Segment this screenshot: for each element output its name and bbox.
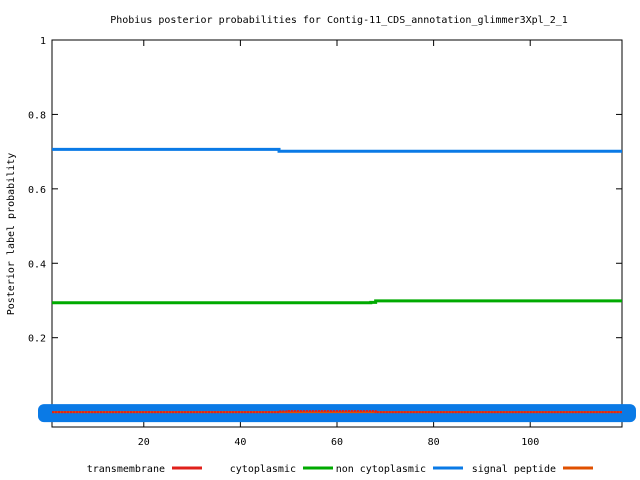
legend-label: cytoplasmic <box>230 464 296 475</box>
y-axis-label: Posterior label probability <box>6 153 17 316</box>
chart-title: Phobius posterior probabilities for Cont… <box>110 15 568 26</box>
x-tick-label: 80 <box>428 437 440 448</box>
legend-label: signal peptide <box>472 464 556 475</box>
legend-label: transmembrane <box>87 464 165 475</box>
series-line-non-cytoplasmic <box>52 147 622 153</box>
x-tick-label: 20 <box>138 437 150 448</box>
series-line-cytoplasmic <box>52 299 622 305</box>
x-tick-label: 40 <box>234 437 246 448</box>
plot-frame <box>51 39 623 428</box>
y-tick-label: 0.2 <box>28 334 46 345</box>
y-tick-label: 0.6 <box>28 185 46 196</box>
x-tick-label: 60 <box>331 437 343 448</box>
y-tick-label: 1 <box>40 36 46 47</box>
x-tick-label: 100 <box>521 437 539 448</box>
y-tick-label: 0.4 <box>28 259 46 270</box>
y-tick-label: 0.8 <box>28 110 46 121</box>
series-line-transmembrane <box>52 409 622 414</box>
legend-label: non cytoplasmic <box>336 464 426 475</box>
